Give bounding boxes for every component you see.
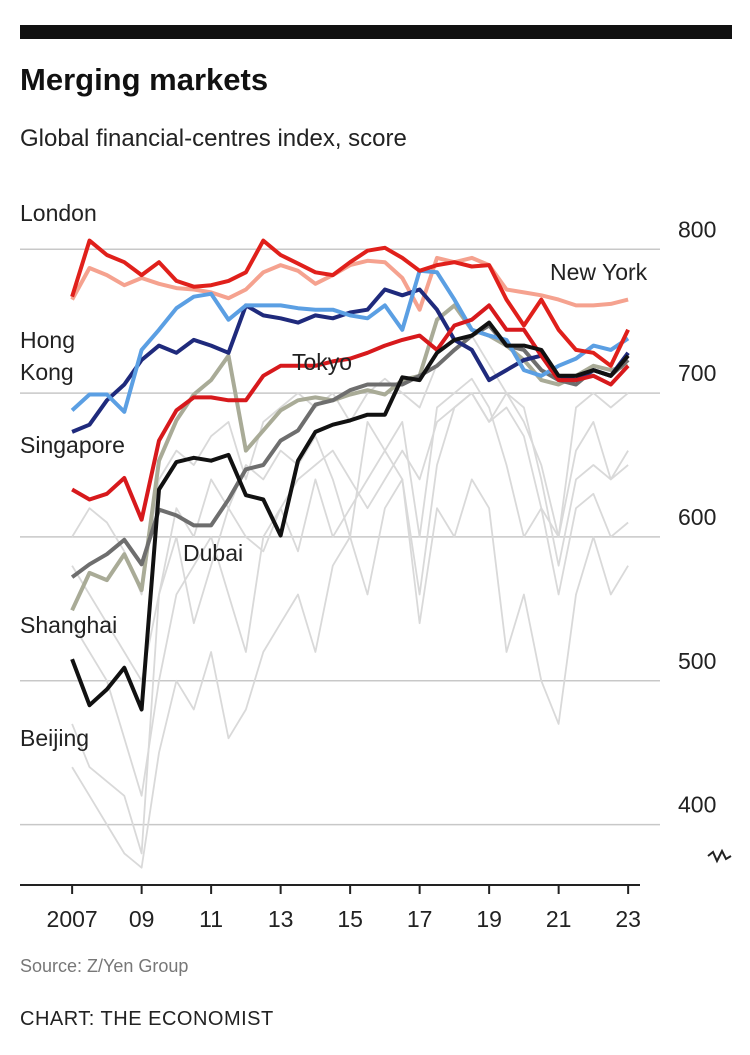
series-label: London — [20, 200, 97, 226]
series-label: New York — [550, 259, 648, 285]
credit: CHART: THE ECONOMIST — [20, 1008, 274, 1030]
source: Source: Z/Yen Group — [20, 956, 189, 976]
series-label: Tokyo — [292, 349, 353, 375]
y-tick-label: 700 — [678, 360, 716, 386]
series-line — [70, 238, 630, 368]
x-tick-label: 2007 — [47, 906, 98, 932]
x-tick-label: 15 — [337, 906, 363, 932]
y-tick-label: 600 — [678, 504, 716, 530]
x-tick-label: 21 — [546, 906, 572, 932]
series-line — [71, 287, 630, 434]
series-line — [70, 268, 630, 414]
chart-title: Merging markets — [20, 62, 269, 97]
series-line — [70, 323, 630, 579]
background-line — [71, 392, 629, 682]
x-tick-label: 23 — [615, 906, 641, 932]
series-label: Dubai — [183, 540, 244, 566]
series-line — [70, 320, 630, 712]
series-label: Shanghai — [20, 612, 118, 638]
x-tick-label: 13 — [268, 906, 294, 932]
top-bar — [20, 25, 732, 39]
series-line — [70, 255, 629, 312]
x-tick-label: 11 — [199, 906, 223, 932]
series-label: Hong Kong — [20, 327, 75, 385]
background-line — [71, 478, 629, 869]
axis-break — [707, 848, 732, 864]
x-tick-label: 17 — [407, 906, 433, 932]
y-tick-label: 500 — [678, 648, 716, 674]
background-line — [71, 377, 629, 797]
y-tick-label: 400 — [678, 792, 716, 818]
x-tick-label: 19 — [476, 906, 502, 932]
x-tick-label: 09 — [129, 906, 155, 932]
y-tick-label: 800 — [678, 216, 716, 242]
chart-subtitle: Global financial-centres index, score — [20, 125, 407, 152]
series-label: Singapore — [20, 432, 125, 458]
series-label: Beijing — [20, 725, 90, 751]
